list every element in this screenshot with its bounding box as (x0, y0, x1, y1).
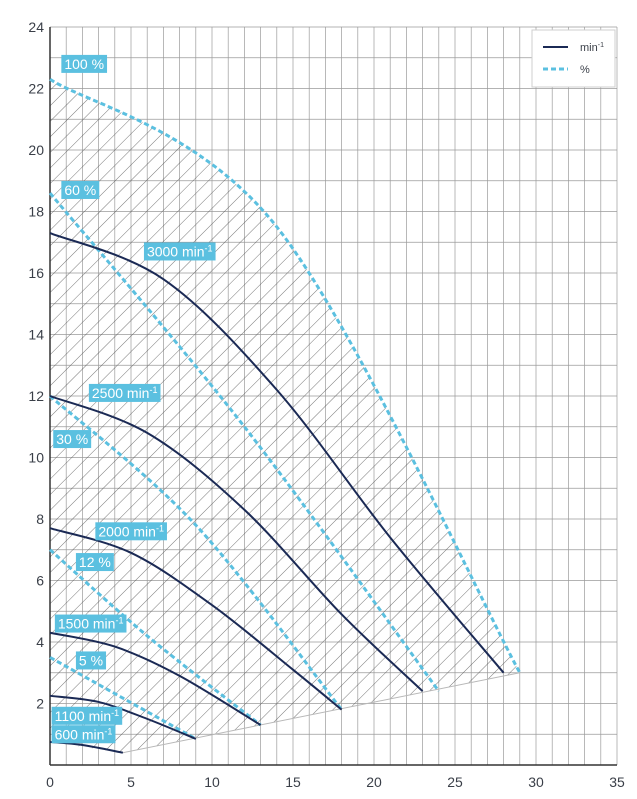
curve-label-text: 3000 min-1 (147, 243, 213, 259)
curve-label-tag: 100 % (61, 54, 108, 73)
curve-label-bg (54, 614, 127, 633)
curve-label-text: 12 % (79, 554, 111, 570)
curve-label-tag: 600 min-1 (51, 725, 116, 744)
curve-label-bg (143, 242, 216, 261)
y-tick-label: 20 (28, 142, 44, 158)
legend: min-1% (531, 29, 616, 88)
x-tick-label: 20 (366, 774, 382, 790)
y-tick-label: 8 (36, 511, 44, 527)
curve-labels: 100 % 60 % 3000 min-1 2500 min-1 30 % 2000 mi… (51, 54, 216, 744)
y-tick-label: 6 (36, 573, 44, 589)
y-tick-label: 2 (36, 696, 44, 712)
percent-curves (48, 78, 522, 741)
percent-curve (49, 548, 262, 727)
speed-curve (49, 395, 424, 692)
speed-curve (49, 694, 197, 740)
curve-label-text: 5 % (79, 652, 103, 668)
y-tick-label: 12 (28, 388, 44, 404)
curve-label-bg (61, 54, 108, 73)
speed-curve (49, 232, 505, 674)
x-tick-label: 30 (528, 774, 544, 790)
x-tick-label: 10 (204, 774, 220, 790)
x-tick-label: 35 (609, 774, 625, 790)
percent-curve (48, 192, 441, 693)
operating-range-hatch (50, 79, 520, 754)
curve-label-tag: 2500 min-1 (88, 383, 161, 402)
curve-label-bg (53, 430, 92, 449)
lower-boundary-line (122, 672, 520, 754)
speed-curves (49, 232, 505, 754)
percent-curve (49, 656, 197, 741)
curve-label-tag: 3000 min-1 (143, 242, 216, 261)
curve-label-bg (95, 522, 167, 541)
curve-label-tag: 12 % (75, 553, 114, 572)
curve-label-text: 60 % (64, 182, 96, 198)
y-tick-label: 16 (28, 265, 44, 281)
curve-label-tag: 2000 min-1 (95, 522, 167, 541)
curve-label-tag: 1500 min-1 (54, 614, 127, 633)
curve-label-tag: 30 % (53, 430, 92, 449)
curve-label-text: 2500 min-1 (92, 385, 158, 401)
y-tick-label: 22 (28, 81, 44, 97)
curve-label-text: 1500 min-1 (58, 616, 124, 632)
speed-curve (49, 631, 262, 726)
curve-label-bg (75, 651, 107, 670)
hatched-operating-area (50, 79, 520, 753)
curve-label-bg (88, 383, 161, 402)
curve-label-bg (75, 553, 114, 572)
y-tick-label: 14 (28, 327, 44, 343)
x-tick-label: 15 (285, 774, 301, 790)
curve-label-text: 30 % (56, 431, 88, 447)
x-tick-label: 0 (46, 774, 54, 790)
curve-label-bg (51, 725, 116, 744)
percent-curve (49, 394, 343, 711)
x-tick-label: 25 (447, 774, 463, 790)
curve-label-bg (51, 706, 123, 725)
y-tick-label: 18 (28, 204, 44, 220)
legend-box (531, 29, 616, 88)
curve-label-text: 100 % (64, 56, 104, 72)
speed-curve (49, 527, 343, 711)
x-tick-label: 5 (127, 774, 135, 790)
curve-label-bg (61, 180, 100, 199)
curve-label-tag: 5 % (75, 651, 107, 670)
y-tick-label: 10 (28, 450, 44, 466)
y-tick-label: 24 (28, 19, 44, 35)
percent-curve (49, 78, 522, 674)
curve-label-tag: 1100 min-1 (51, 706, 123, 725)
curve-label-text: 600 min-1 (55, 726, 113, 742)
legend-label: min-1 (580, 42, 604, 54)
legend-label: % (580, 64, 590, 76)
y-tick-label: 4 (36, 634, 44, 650)
curve-label-text: 1100 min-1 (55, 708, 120, 724)
curve-label-tag: 60 % (61, 180, 100, 199)
curve-label-text: 2000 min-1 (98, 523, 164, 539)
